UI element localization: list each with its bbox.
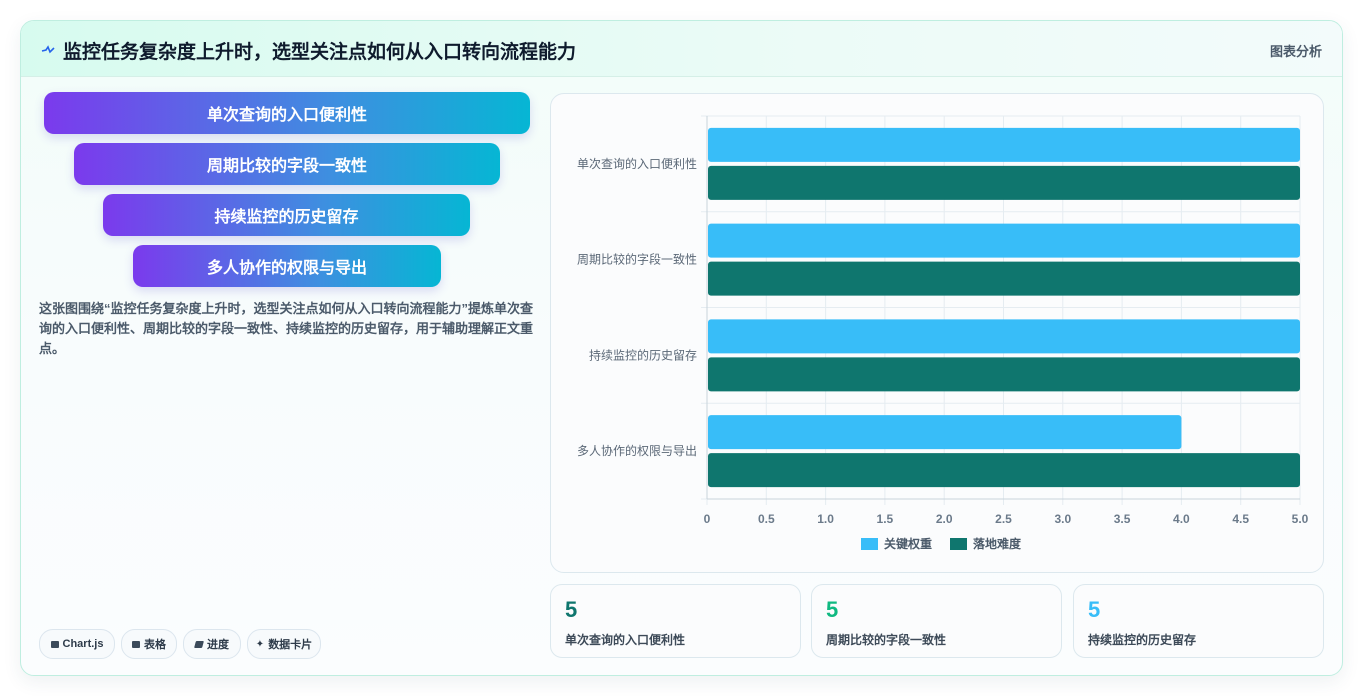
y-category-label: 持续监控的历史留存 [589,347,697,362]
x-tick-label: 0.5 [758,512,775,526]
legend-label: 关键权重 [884,536,932,551]
legend-label: 落地难度 [973,536,1022,551]
x-tick-label: 0 [704,512,711,526]
x-tick-label: 3.0 [1054,512,1071,526]
bar [708,415,1182,450]
card-header: 监控任务复杂度上升时，选型关注点如何从入口转向流程能力 图表分析 [21,21,1342,77]
stat-card-2: 5 周期比较的字段一致性 [811,584,1062,658]
funnel-step-4: 多人协作的权限与导出 [133,245,441,287]
chart-panel: 0 0.5 1.0 1.5 2.0 2.5 3.0 3.5 4.0 4.5 5.0 单次查询的入口便利… [550,93,1324,573]
stat-label: 持续监控的历史留存 [1088,633,1197,647]
bar-chart: 0 0.5 1.0 1.5 2.0 2.5 3.0 3.5 4.0 4.5 5.0 单次查询的入口便利… [577,115,1309,551]
x-tick-label: 2.5 [995,512,1012,526]
x-tick-label: 3.5 [1114,512,1131,526]
bar [708,319,1300,354]
chip-progress[interactable]: 进度 [183,629,241,659]
bar [708,165,1300,200]
page-title: 监控任务复杂度上升时，选型关注点如何从入口转向流程能力 [63,42,577,63]
chart-analysis-label: 图表分析 [1269,44,1322,59]
chart-icon [50,640,59,648]
chip-chartjs[interactable]: Chart.js [39,629,115,659]
chart-description: 这张图围绕“监控任务复杂度上升时，选型关注点如何从入口转向流程能力”提炼单次查询… [39,301,534,356]
chip-table[interactable]: 表格 [121,629,177,659]
legend-swatch [861,538,878,550]
stat-value: 5 [565,597,578,622]
funnel-step-3: 持续监控的历史留存 [103,194,470,236]
chip-label: 进度 [207,639,229,651]
funnel-step-label: 单次查询的入口便利性 [206,107,367,124]
x-tick-label: 4.0 [1173,512,1190,526]
chip-label: 表格 [144,639,166,651]
bar [708,223,1300,258]
funnel-step-label: 多人协作的权限与导出 [206,260,367,277]
stat-card-3: 5 持续监控的历史留存 [1073,584,1324,658]
x-tick-label: 4.5 [1232,512,1249,526]
bar [708,127,1300,162]
stat-label: 单次查询的入口便利性 [565,633,686,647]
stat-value: 5 [1088,597,1101,622]
chip-label: 数据卡片 [268,639,313,651]
bar [708,261,1300,296]
legend-swatch [950,538,967,550]
table-icon [132,640,140,648]
y-category-label: 周期比较的字段一致性 [577,252,697,267]
x-tick-label: 2.0 [936,512,953,526]
stat-label: 周期比较的字段一致性 [826,633,947,647]
funnel-step-2: 周期比较的字段一致性 [74,143,500,185]
stat-card-1: 5 单次查询的入口便利性 [550,584,801,658]
progress-icon [194,640,204,648]
sparkle-icon: ✦ [255,638,265,650]
analysis-card: 监控任务复杂度上升时，选型关注点如何从入口转向流程能力 图表分析 单次查询的入口… [20,20,1343,676]
chip-data-card[interactable]: ✦ 数据卡片 [247,629,321,659]
x-tick-label: 1.5 [877,512,894,526]
stat-value: 5 [826,597,839,622]
funnel-step-1: 单次查询的入口便利性 [44,92,530,134]
bar [708,357,1300,392]
funnel-step-label: 持续监控的历史留存 [214,209,359,226]
x-tick-label: 1.0 [817,512,834,526]
bar [708,453,1300,488]
funnel-step-label: 周期比较的字段一致性 [206,158,367,175]
y-category-label: 多人协作的权限与导出 [577,443,697,458]
chip-label: Chart.js [62,638,104,650]
pulse-icon [41,45,55,54]
x-tick-label: 5.0 [1292,512,1309,526]
y-category-label: 单次查询的入口便利性 [577,156,697,171]
